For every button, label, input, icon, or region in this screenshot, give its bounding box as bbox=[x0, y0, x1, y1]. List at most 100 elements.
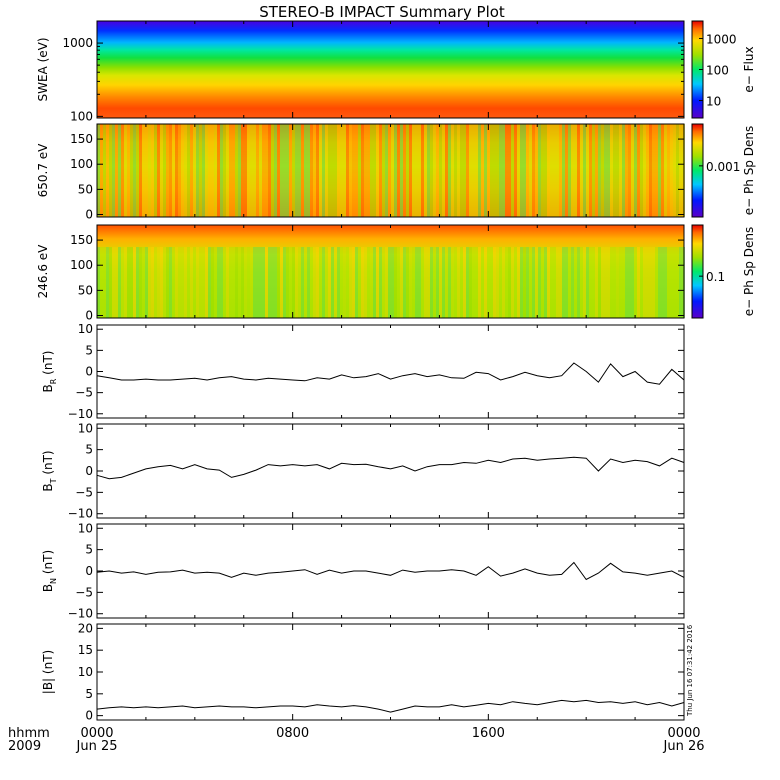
spectrogram-streak bbox=[517, 247, 520, 318]
spectrogram-streak bbox=[193, 124, 196, 217]
spectrogram-streak bbox=[346, 124, 349, 217]
y-tick-label: 0 bbox=[85, 308, 93, 322]
spectrogram-streak bbox=[565, 247, 568, 318]
spectrogram-streak bbox=[280, 247, 283, 318]
spectrogram-streak bbox=[235, 247, 238, 318]
y-tick-label: 0 bbox=[85, 564, 93, 578]
spectrogram-streak bbox=[361, 124, 364, 217]
spectrogram-streak bbox=[121, 247, 124, 318]
spectrogram-streak bbox=[322, 247, 325, 318]
spectrogram-streak bbox=[427, 247, 430, 318]
spectrogram-streak bbox=[139, 247, 142, 318]
spectrogram-streak bbox=[160, 247, 163, 318]
spectrogram-streak bbox=[187, 124, 190, 217]
spectrogram-streak bbox=[637, 247, 640, 318]
spectrogram-streak bbox=[577, 247, 580, 318]
spectrogram-streak bbox=[592, 124, 595, 217]
plot-timestamp: Thu Jun 16 07:31:42 2016 bbox=[686, 624, 694, 717]
spectrogram-streak bbox=[466, 124, 469, 217]
spectrogram-streak bbox=[457, 247, 460, 318]
spectrogram-streak bbox=[481, 247, 484, 318]
spectrogram-streak bbox=[475, 247, 478, 318]
spectrogram-streak bbox=[160, 124, 163, 217]
spectrogram-streak bbox=[628, 247, 631, 318]
spectrogram-streak bbox=[568, 247, 571, 318]
spectrogram-streak bbox=[115, 124, 118, 217]
y-tick-label: 150 bbox=[70, 233, 93, 247]
spectrogram-streak bbox=[535, 247, 538, 318]
spectrogram-streak bbox=[547, 247, 550, 318]
spectrogram-streak bbox=[106, 247, 109, 318]
spectrogram-streak bbox=[166, 247, 169, 318]
spectrogram-streak bbox=[538, 247, 541, 318]
spectrogram-streak bbox=[100, 124, 103, 217]
spectrogram-streak bbox=[382, 124, 385, 217]
spectrogram-streak bbox=[619, 247, 622, 318]
spectrogram-streak bbox=[376, 124, 379, 217]
panel-ylabel: BR (nT) bbox=[41, 351, 58, 393]
spectrogram-streak bbox=[664, 247, 667, 318]
panel-background bbox=[97, 325, 684, 418]
panel-7: 20 15 10 5 0 |B| (nT) bbox=[41, 621, 685, 723]
spectrogram-streak bbox=[421, 124, 424, 217]
spectrogram-streak bbox=[541, 124, 544, 217]
spectrogram-streak bbox=[646, 124, 649, 217]
spectrogram-streak bbox=[334, 247, 337, 318]
spectrogram-streak bbox=[259, 247, 262, 318]
spectrogram-streak bbox=[652, 247, 655, 318]
y-tick-label: −10 bbox=[68, 607, 93, 621]
spectrogram-streak bbox=[118, 124, 121, 217]
spectrogram-streak bbox=[661, 124, 664, 217]
spectrogram-streak bbox=[469, 247, 472, 318]
field-trace bbox=[96, 699, 685, 713]
spectrogram-streak bbox=[430, 247, 433, 318]
spectrogram-streak bbox=[331, 124, 334, 217]
spectrogram-streak bbox=[448, 247, 451, 318]
spectrogram-streak bbox=[559, 124, 562, 217]
spectrogram-streak bbox=[238, 247, 241, 318]
spectrogram-streak bbox=[454, 247, 457, 318]
spectrogram-streak bbox=[328, 124, 331, 217]
spectrogram-streak bbox=[316, 124, 319, 217]
spectrogram-streak bbox=[292, 124, 295, 217]
spectrogram-streak bbox=[487, 124, 490, 217]
spectrogram-streak bbox=[559, 247, 562, 318]
spectrogram-streak bbox=[613, 247, 616, 318]
spectrogram-streak bbox=[391, 124, 394, 217]
spectrogram-image bbox=[97, 21, 684, 118]
spectrogram-streak bbox=[496, 124, 499, 217]
spectrogram-streak bbox=[439, 124, 442, 217]
y-tick-label: −10 bbox=[68, 507, 93, 521]
spectrogram-streak bbox=[616, 247, 619, 318]
spectrogram-streak bbox=[142, 124, 145, 217]
y-tick-label: 15 bbox=[78, 643, 93, 657]
spectrogram-streak bbox=[121, 124, 124, 217]
spectrogram-streak bbox=[199, 124, 202, 217]
spectrogram-streak bbox=[556, 247, 559, 318]
spectrogram-streak bbox=[271, 247, 274, 318]
spectrogram-streak bbox=[481, 124, 484, 217]
spectrogram-texture bbox=[97, 124, 685, 217]
spectrogram-streak bbox=[415, 124, 418, 217]
spectrogram-streak bbox=[307, 247, 310, 318]
spectrogram-streak bbox=[625, 247, 628, 318]
spectrogram-streak bbox=[637, 124, 640, 217]
spectrogram-streak bbox=[523, 247, 526, 318]
spectrogram-streak bbox=[445, 124, 448, 217]
spectrogram-streak bbox=[133, 247, 136, 318]
y-tick-label: 50 bbox=[78, 283, 93, 297]
spectrogram-streak bbox=[643, 124, 646, 217]
colorbar bbox=[691, 123, 704, 218]
spectrogram-streak bbox=[601, 247, 604, 318]
spectrogram-streak bbox=[433, 247, 436, 318]
spectrogram-streak bbox=[268, 124, 271, 217]
spectrogram-streak bbox=[145, 124, 148, 217]
spectrogram-streak bbox=[598, 124, 601, 217]
spectrogram-streak bbox=[229, 247, 232, 318]
spectrogram-streak bbox=[244, 124, 247, 217]
panel-ylabel: 650.7 eV bbox=[36, 143, 50, 198]
x-tick-date: Jun 26 bbox=[663, 739, 705, 754]
spectrogram-streak bbox=[241, 124, 244, 217]
spectrogram-streak bbox=[391, 247, 394, 318]
